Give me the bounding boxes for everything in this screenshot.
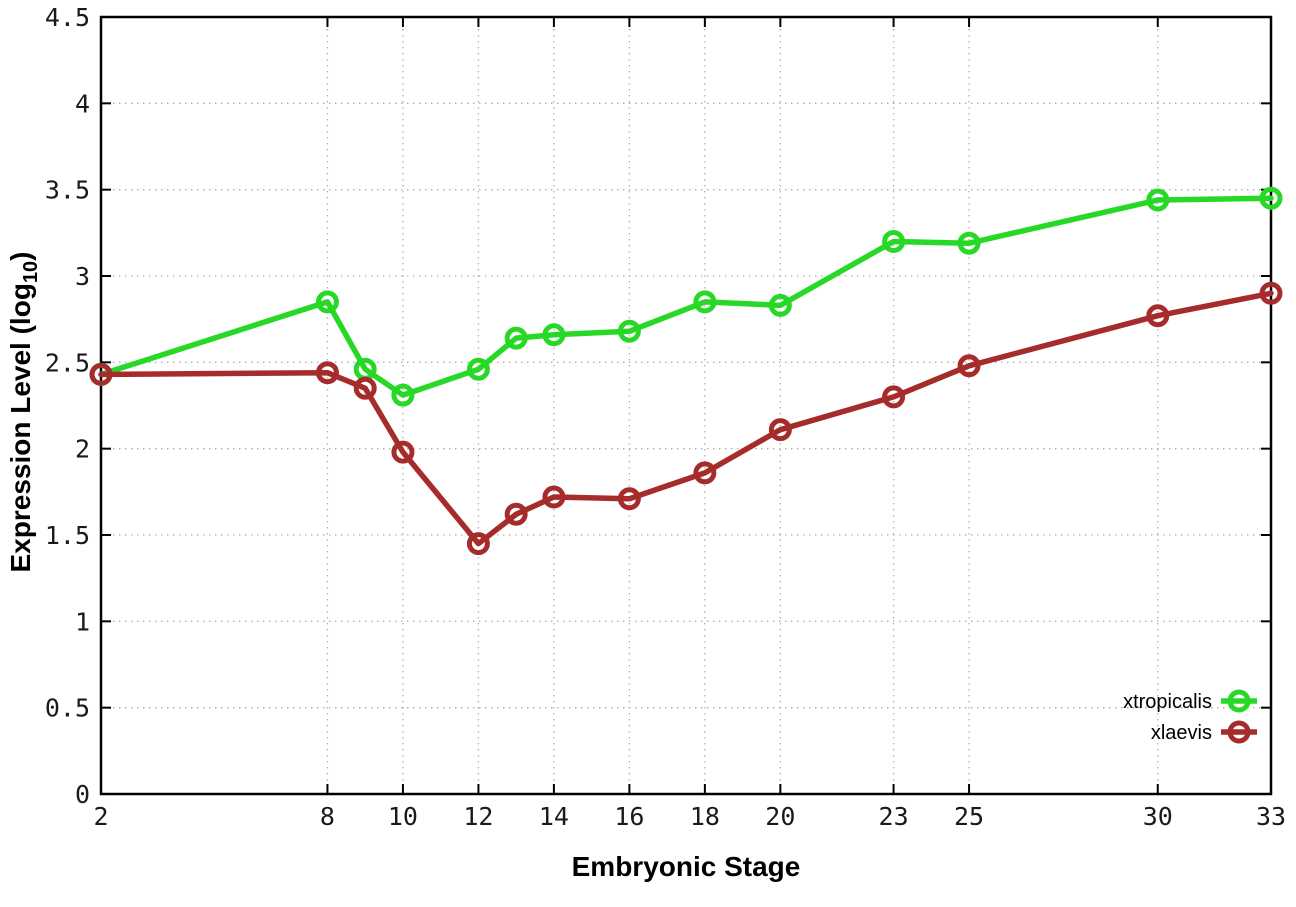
data-point-xtropicalis: [315, 290, 339, 314]
y-tick-label: 4.5: [45, 3, 90, 32]
y-tick-label: 0: [75, 780, 90, 809]
data-point-xlaevis: [353, 376, 377, 400]
y-tick-label: 2.5: [45, 348, 90, 377]
x-tick-label: 16: [614, 802, 644, 831]
y-axis-title: Expression Level (log10): [5, 252, 42, 573]
data-point-xlaevis: [693, 461, 717, 485]
x-tick-label: 25: [954, 802, 984, 831]
data-point-xtropicalis: [693, 290, 717, 314]
data-point-xlaevis: [1259, 281, 1283, 305]
x-tick-label: 12: [463, 802, 493, 831]
data-point-xlaevis: [617, 487, 641, 511]
data-point-xtropicalis: [504, 326, 528, 350]
x-tick-label: 10: [388, 802, 418, 831]
y-tick-label: 1: [75, 607, 90, 636]
series-xlaevis: [89, 281, 1283, 556]
data-point-xtropicalis: [1146, 188, 1170, 212]
legend: xtropicalis xlaevis: [1123, 689, 1257, 744]
data-point-xtropicalis: [768, 293, 792, 317]
y-tick-label: 4: [75, 89, 90, 118]
y-tick-label: 0.5: [45, 694, 90, 723]
data-point-xtropicalis: [466, 357, 490, 381]
x-tick-label: 8: [320, 802, 335, 831]
data-point-xtropicalis: [957, 231, 981, 255]
plot-border: [99, 15, 1273, 796]
data-point-xlaevis: [1146, 304, 1170, 328]
x-tick-label: 20: [765, 802, 795, 831]
legend-label-xlaevis: xlaevis: [1151, 722, 1212, 744]
legend-marker: [1227, 720, 1251, 744]
x-tick-label: 18: [690, 802, 720, 831]
grid-lines: [101, 17, 1271, 794]
x-axis-title: Embryonic Stage: [572, 851, 801, 882]
data-point-xlaevis: [89, 362, 113, 386]
y-tick-label: 2: [75, 435, 90, 464]
tick-marks: [100, 16, 1272, 795]
legend-label-xtropicalis: xtropicalis: [1123, 691, 1212, 713]
data-point-xlaevis: [315, 361, 339, 385]
legend-marker: [1227, 689, 1251, 713]
y-tick-label: 3.5: [45, 176, 90, 205]
y-tick-label: 1.5: [45, 521, 90, 550]
x-tick-label: 14: [539, 802, 569, 831]
x-tick-label: 33: [1256, 802, 1286, 831]
x-tick-label: 2: [93, 802, 108, 831]
y-tick-label: 3: [75, 262, 90, 291]
data-point-xtropicalis: [882, 229, 906, 253]
data-point-xlaevis: [882, 385, 906, 409]
series-line-xlaevis: [98, 290, 1274, 547]
data-point-xlaevis: [542, 485, 566, 509]
data-point-xtropicalis: [391, 383, 415, 407]
x-tick-label: 23: [879, 802, 909, 831]
legend-entry-xlaevis: xlaevis: [1151, 720, 1257, 744]
series-line-xtropicalis: [98, 195, 1274, 398]
data-point-xlaevis: [466, 532, 490, 556]
data-point-xtropicalis: [1259, 186, 1283, 210]
data-point-xlaevis: [504, 502, 528, 526]
tick-labels: 0 0.5 1 1.5 2 2.5 3 3.5 4 4.5 2 8 10 12 14 16 18 20 23 25 30…: [45, 3, 1286, 831]
data-point-xlaevis: [957, 354, 981, 378]
data-point-xtropicalis: [542, 323, 566, 347]
data-point-xlaevis: [768, 418, 792, 442]
legend-entry-xtropicalis: xtropicalis: [1123, 689, 1257, 713]
data-point-xtropicalis: [617, 319, 641, 343]
x-tick-label: 30: [1143, 802, 1173, 831]
series-xtropicalis: [89, 186, 1283, 407]
data-point-xlaevis: [391, 440, 415, 464]
